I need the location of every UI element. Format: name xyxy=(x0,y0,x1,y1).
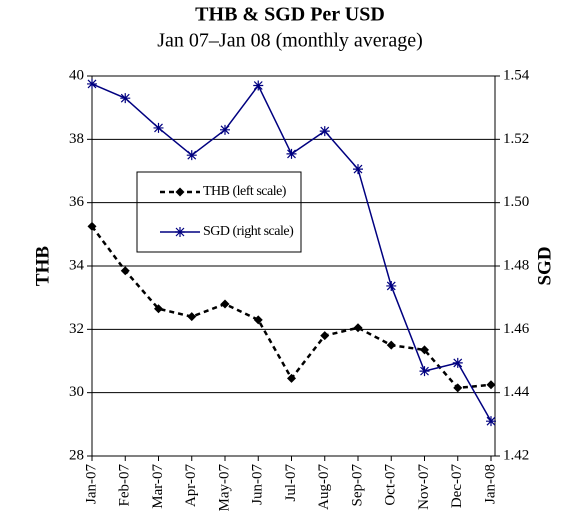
marker xyxy=(154,304,163,314)
marker xyxy=(486,416,496,427)
marker xyxy=(320,331,330,341)
marker xyxy=(253,80,264,91)
x-tick-label: Jan-07 xyxy=(83,464,99,504)
legend-box xyxy=(136,171,302,253)
chart-title: THB & SGD Per USD xyxy=(195,4,385,26)
marker xyxy=(220,299,230,309)
x-tick-label: Mar-07 xyxy=(150,464,166,509)
marker xyxy=(186,150,197,161)
series-line xyxy=(91,225,492,390)
y-tick-label: 40 xyxy=(69,67,84,83)
x-tick-label: Jan-08 xyxy=(482,464,498,504)
y-axis-label: THB xyxy=(32,246,53,286)
y-tick-label: 34 xyxy=(69,257,85,273)
marker xyxy=(386,340,396,350)
x-tick-label: Aug-07 xyxy=(316,464,332,510)
y-tick-label: 32 xyxy=(69,321,84,337)
y2-tick-label: 1.44 xyxy=(503,384,530,400)
marker xyxy=(287,373,296,383)
y-tick-label: 30 xyxy=(69,384,84,400)
marker xyxy=(353,323,363,333)
marker xyxy=(253,315,263,325)
x-tick-label: Nov-07 xyxy=(416,464,432,510)
marker xyxy=(187,312,197,322)
marker xyxy=(420,345,429,355)
marker xyxy=(120,93,131,104)
x-tick-label: Sep-07 xyxy=(349,464,365,507)
chart-subtitle: Jan 07–Jan 08 (monthly average) xyxy=(157,30,422,52)
y-tick-label: 28 xyxy=(69,447,84,463)
marker xyxy=(87,221,97,231)
y2-tick-label: 1.50 xyxy=(503,194,529,210)
marker xyxy=(153,122,164,133)
x-tick-label: Jun-07 xyxy=(250,464,266,505)
x-tick-label: Feb-07 xyxy=(117,464,133,507)
y2-tick-label: 1.54 xyxy=(503,67,530,83)
marker xyxy=(419,366,430,377)
marker xyxy=(319,126,330,137)
marker xyxy=(220,124,230,135)
marker xyxy=(486,380,496,390)
y2-tick-label: 1.48 xyxy=(503,257,529,273)
y2-tick-label: 1.46 xyxy=(503,321,530,337)
marker xyxy=(453,383,463,393)
x-tick-label: Apr-07 xyxy=(183,464,199,508)
marker xyxy=(286,148,297,159)
marker xyxy=(175,187,185,197)
y2-axis-label: SGD xyxy=(534,246,555,285)
x-tick-label: Oct-07 xyxy=(383,464,399,506)
marker xyxy=(120,266,130,276)
marker xyxy=(353,164,363,175)
marker xyxy=(452,357,463,368)
marker xyxy=(87,78,97,89)
x-tick-label: Dec-07 xyxy=(449,464,465,509)
legend-label: THB (left scale) xyxy=(203,184,287,199)
marker xyxy=(386,280,397,291)
y-tick-label: 38 xyxy=(69,131,84,147)
marker xyxy=(175,227,185,237)
x-tick-label: Jul-07 xyxy=(283,464,299,502)
series-line xyxy=(91,83,492,422)
y-tick-label: 36 xyxy=(69,194,85,210)
y2-tick-label: 1.42 xyxy=(503,447,529,463)
y2-tick-label: 1.52 xyxy=(503,131,529,147)
legend-label: SGD (right scale) xyxy=(203,224,294,239)
x-tick-label: May-07 xyxy=(216,464,232,511)
